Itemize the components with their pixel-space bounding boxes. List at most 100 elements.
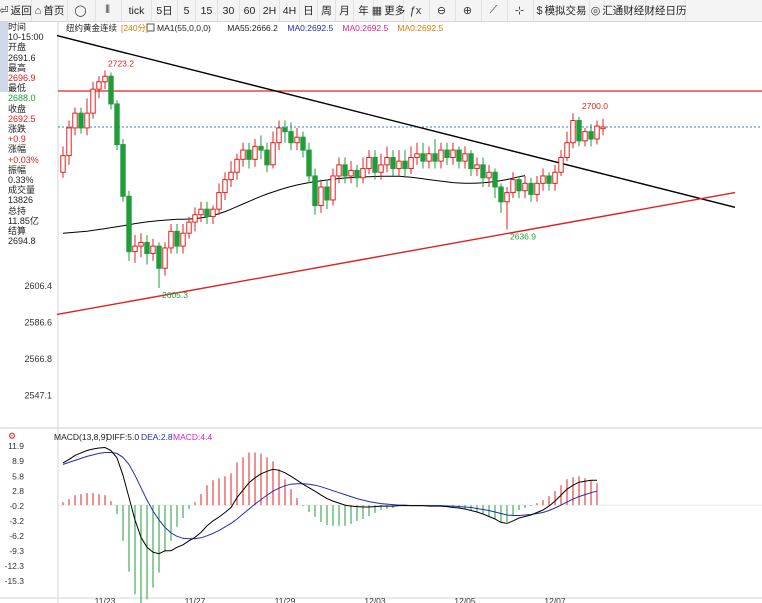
toolbar-label: 财经日历 [644,5,687,17]
macd-tick-label: -6.2 [9,531,24,541]
candle-body [504,192,510,203]
candle-body [354,169,360,179]
legend-text: MA55:2666.2 [227,23,278,33]
left-side-tabs[interactable] [0,22,8,92]
gear-icon: ⚙ [8,431,16,441]
candle-body [348,169,354,177]
candle-body [300,136,306,151]
candle-body [444,149,450,158]
candle-body [150,245,156,255]
candle-body [546,175,552,184]
candle-body [534,182,540,195]
candle-body [456,149,462,162]
candle-body [414,153,420,158]
toolbar-button-6[interactable]: 5 [178,0,196,21]
candle-body [120,144,126,197]
draw-line-button[interactable]: ⟋ [482,0,508,21]
toolbar-label: 30 [222,4,235,17]
candle-body [438,149,444,162]
candle-body [294,136,300,144]
candlestick-button[interactable]: ⫴ [96,0,122,21]
candle-body [576,120,582,142]
toolbar-button-23[interactable]: ◎ 汇通财经 [590,0,646,21]
candle-body [246,149,252,160]
candle-body [180,232,186,247]
toolbar-label: 模拟交易 [544,5,587,17]
macd-tick-label: 8.9 [12,456,24,466]
info-label: 成交量 [8,185,36,196]
candle-body [468,153,474,170]
candle-body [84,112,90,129]
candle-body [426,153,432,162]
zoom-out-button[interactable]: ⊖ [430,0,456,21]
back-arrow-icon: ⏎ [0,5,9,17]
candle-body [168,230,174,249]
candle-body [360,168,366,179]
candle-body [540,175,546,184]
toolbar-button-12[interactable]: 日 [300,0,318,21]
candle-body [498,186,504,203]
candle-body [582,131,588,142]
candle-body [402,160,408,170]
toolbar-button-0[interactable]: ⏎ 返回 [0,0,32,21]
toolbar: ⏎ 返回 ⌂ 首页 ◯ ⫴ tick 5日 5 15 30 60 2H 4H 日周月年 ▦ 更多 ƒx ⊖ ⊕ ⟋ ⊹ $ 模… [0,0,762,22]
candle-body [108,75,114,105]
legend-text: MA0:2692.5 [342,23,388,33]
toolbar-button-13[interactable]: 周 [318,0,336,21]
candle-body [234,158,240,173]
price-annotation: 2723.2 [108,58,134,68]
function-button[interactable]: ƒx [404,0,430,21]
toolbar-button-1[interactable]: ⌂ 首页 [32,0,68,21]
toolbar-button-5[interactable]: 5日 [152,0,178,21]
candle-body [522,182,528,192]
toolbar-button-11[interactable]: 4H [280,0,300,21]
home-icon: ⌂ [34,4,42,17]
date-tick-label: 12/07 [544,596,566,603]
info-value: 11.85亿 [8,215,39,226]
macd-title: MACD(13,8,9) [54,432,108,442]
toolbar-button-24[interactable]: 财经日历 [644,0,687,21]
toolbar-button-10[interactable]: 2H [260,0,280,21]
candle-body [222,179,228,194]
candle-body [366,156,372,170]
candle-body [336,164,342,177]
legend-text: MA0:2692.5 [287,23,333,33]
candle-body [138,241,144,247]
zoom-in-button[interactable]: ⊕ [456,0,482,21]
price-annotation: 2700.0 [582,101,608,111]
candle-body [510,179,516,194]
date-tick-label: 12/05 [454,596,476,603]
toolbar-button-4[interactable]: tick [122,0,152,21]
candle-body [588,131,594,140]
macd-tick-label: 5.8 [12,471,24,481]
info-value: 0.33% [8,175,34,186]
toolbar-button-7[interactable]: 15 [196,0,218,21]
info-label: 总持 [8,205,27,216]
toolbar-button-22[interactable]: $ 模拟交易 [534,0,590,21]
date-tick-label: 12/03 [364,596,386,603]
toolbar-button-8[interactable]: 30 [218,0,240,21]
price-tick-label: 2586.6 [24,318,52,328]
ma55-line [62,175,526,234]
refresh-circle-button[interactable]: ◯ [68,0,96,21]
crosshair-button[interactable]: ⊹ [508,0,534,21]
toolbar-button-16[interactable]: ▦ 更多 [371,0,405,21]
toolbar-button-15[interactable]: 年 [354,0,374,21]
legend-text: 纽约黄金连续 [66,23,118,33]
refresh-circle-icon: ◯ [74,5,87,17]
toolbar-label: 返回 [10,5,32,17]
candle-body [474,164,480,170]
candle-body [318,186,324,206]
price-tick-label: 2566.8 [24,354,52,364]
grid-icon: ▦ [371,5,383,17]
date-tick-label: 11/29 [275,596,296,603]
info-label: 结算 [8,226,27,237]
macd-tick-label: -12.3 [5,561,25,571]
ma-settings-icon [146,23,155,32]
info-value: 10-15:00 [8,32,44,43]
macd-tick-label: -9.3 [9,546,24,556]
toolbar-button-9[interactable]: 60 [240,0,260,21]
toolbar-button-14[interactable]: 月 [336,0,354,21]
candle-body [270,142,276,166]
